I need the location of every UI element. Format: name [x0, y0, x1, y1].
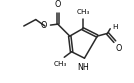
- Text: CH₃: CH₃: [54, 61, 67, 67]
- Text: O: O: [55, 0, 61, 9]
- Text: NH: NH: [78, 63, 89, 72]
- Text: CH₃: CH₃: [77, 9, 90, 15]
- Text: O: O: [116, 44, 122, 53]
- Text: H: H: [112, 24, 118, 30]
- Text: O: O: [40, 21, 47, 30]
